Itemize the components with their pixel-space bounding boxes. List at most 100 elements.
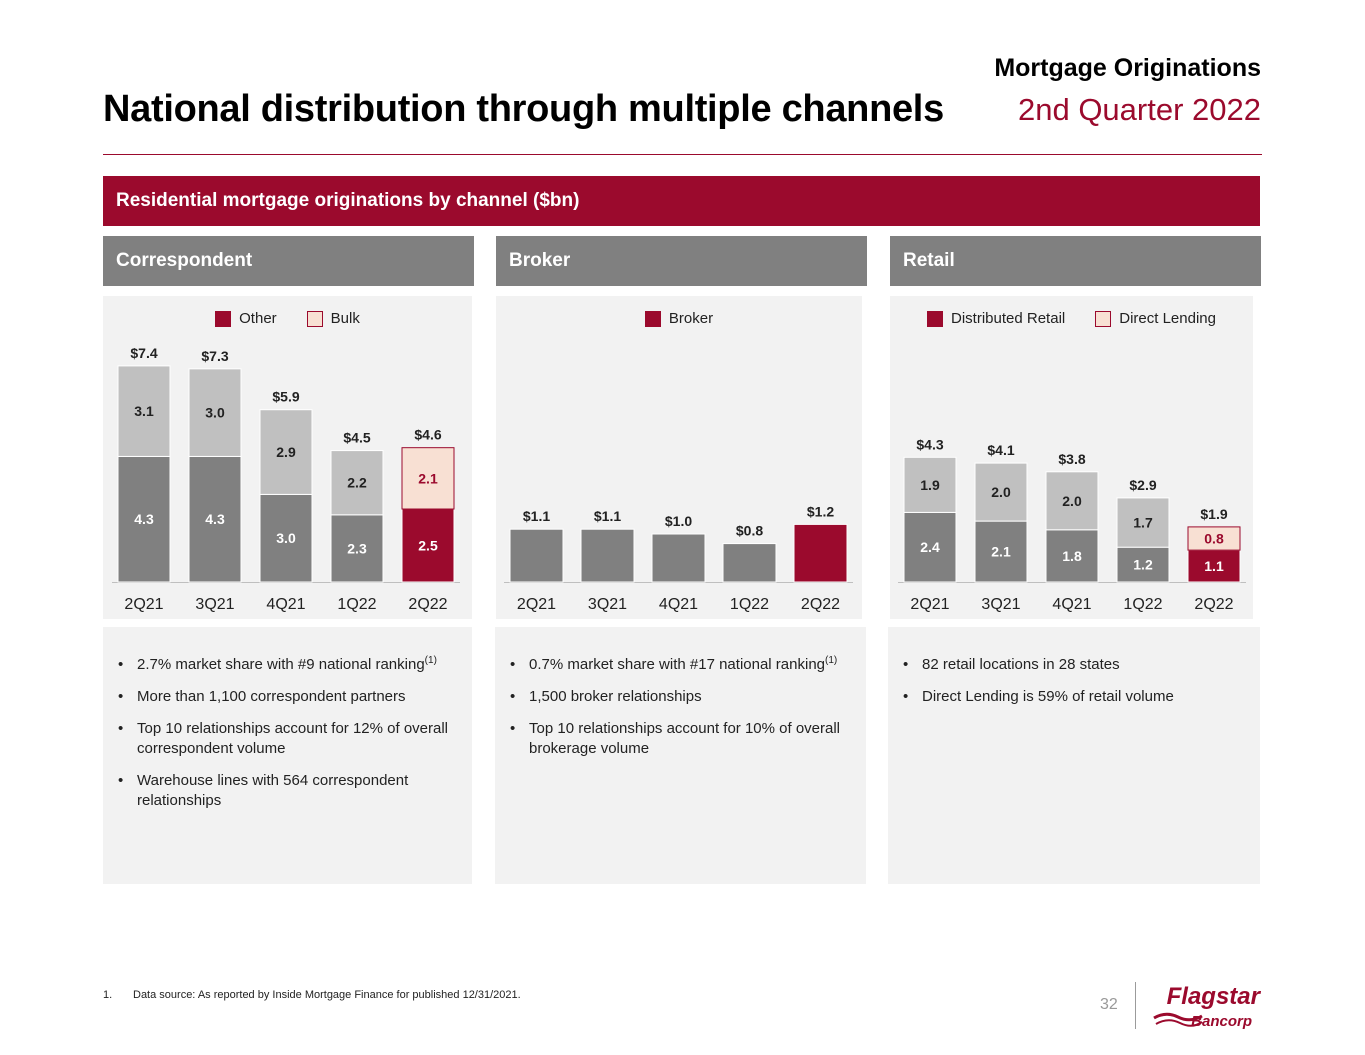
bar-segment — [1187, 549, 1241, 583]
data-label: 3.0 — [276, 530, 296, 546]
footnote: 1. Data source: As reported by Inside Mor… — [103, 989, 521, 1001]
broker-notes: 0.7% market share with #17 national rank… — [495, 627, 866, 884]
bar-segment — [974, 462, 1028, 522]
total-label: $0.8 — [736, 523, 763, 539]
retail-bar-chart: 2.4 1.9 $4.3 2Q21 2.1 2.0 $4.1 3Q21 1.8 2.0 $3.8 4Q… — [898, 436, 1246, 613]
legend-label: Distributed Retail — [951, 310, 1066, 327]
data-label: 2.0 — [1062, 493, 1082, 509]
total-label: $1.1 — [594, 508, 621, 524]
data-label: 3.0 — [205, 405, 225, 421]
total-label: $5.9 — [272, 389, 299, 405]
chart-legend: Distributed Retail Direct Lending — [890, 310, 1253, 327]
page-number: 32 — [1100, 996, 1118, 1013]
total-label: $7.3 — [201, 348, 228, 364]
bullet-item: 1,500 broker relationships — [510, 687, 856, 707]
total-label: $4.3 — [916, 436, 943, 452]
data-label: 1.1 — [1204, 558, 1224, 574]
retail-notes: 82 retail locations in 28 states Direct L… — [888, 627, 1260, 884]
bullet-item: 0.7% market share with #17 national rank… — [510, 655, 856, 675]
total-label: $1.2 — [807, 503, 834, 519]
broker-chart-panel: Broker $1.1 2Q21 $1.1 3Q21 $1.0 4Q21 $0.8 1Q22 $… — [496, 296, 862, 619]
data-label: 0.8 — [1204, 531, 1224, 547]
data-label: 2.0 — [991, 484, 1011, 500]
data-label: 1.8 — [1062, 548, 1082, 564]
chart-legend: Broker — [496, 310, 862, 327]
bar-segment — [188, 368, 242, 457]
total-label: $1.0 — [665, 513, 692, 529]
legend-label: Broker — [668, 310, 714, 327]
data-label: 2.1 — [991, 544, 1011, 560]
total-label: $1.1 — [523, 508, 550, 524]
bar-segment — [401, 447, 455, 510]
logo-divider — [1135, 982, 1136, 1029]
bullet-item: Top 10 relationships account for 10% of … — [510, 719, 856, 759]
bullet-item: More than 1,100 correspondent partners — [118, 687, 462, 707]
legend-item: Bulk — [306, 310, 360, 327]
x-tick-label: 3Q21 — [195, 596, 234, 613]
data-label: 4.3 — [205, 511, 225, 527]
data-label: 1.2 — [1133, 557, 1153, 573]
x-tick-label: 1Q22 — [730, 596, 769, 613]
bullet-item: 2.7% market share with #9 national ranki… — [118, 655, 462, 675]
bar-segment — [330, 450, 384, 516]
logo-brand-text: Flagstar — [1167, 984, 1262, 1010]
bar-segment — [259, 493, 313, 583]
bullet-list: 82 retail locations in 28 states Direct L… — [888, 627, 1260, 707]
x-tick-label: 2Q21 — [517, 596, 556, 613]
bar-segment — [580, 528, 635, 583]
data-label: 2.2 — [347, 475, 367, 491]
x-tick-label: 4Q21 — [659, 596, 698, 613]
data-label: 2.9 — [276, 444, 296, 460]
bullet-item: 82 retail locations in 28 states — [903, 655, 1250, 675]
x-tick-label: 1Q22 — [337, 596, 376, 613]
legend-swatch-broker — [644, 310, 661, 327]
flagstar-logo: Flagstar Bancorp — [1153, 984, 1262, 1030]
chart-legend: Other Bulk — [103, 310, 472, 327]
data-label: 4.3 — [134, 511, 154, 527]
legend-label: Other — [239, 310, 277, 327]
x-tick-label: 2Q22 — [801, 596, 840, 613]
logo-wave-icon — [1155, 1019, 1203, 1027]
x-tick-label: 2Q22 — [408, 596, 447, 613]
bullet-item: Top 10 relationships account for 12% of … — [118, 719, 462, 759]
retail-chart-panel: Distributed Retail Direct Lending 2.4 1.9… — [890, 296, 1253, 619]
correspondent-chart-panel: Other Bulk 4.3 3.1 $7.4 2Q21 4.3 3.0 $7.3 3Q21 3… — [103, 296, 472, 619]
total-label: $1.9 — [1200, 506, 1227, 522]
correspondent-bar-chart: 4.3 3.1 $7.4 2Q21 4.3 3.0 $7.3 3Q21 3.0 2.9 $5.9 4Q… — [112, 345, 460, 613]
data-label: 1.7 — [1133, 515, 1153, 531]
logo-wave-icon — [1153, 1012, 1203, 1022]
broker-bar-chart: $1.1 2Q21 $1.1 3Q21 $1.0 4Q21 $0.8 1Q22 $1.2 2Q22 — [504, 503, 853, 613]
bar-segment — [1116, 497, 1170, 548]
x-tick-label: 3Q21 — [981, 596, 1020, 613]
legend-item: Distributed Retail — [927, 310, 1065, 327]
legend-item: Direct Lending — [1095, 310, 1216, 327]
footnote-text: Data source: As reported by Inside Mortg… — [133, 989, 521, 1001]
x-tick-label: 2Q22 — [1194, 596, 1233, 613]
legend-swatch-other — [215, 310, 232, 327]
total-label: $3.8 — [1058, 451, 1085, 467]
bar-segment — [259, 409, 313, 495]
section-period: 2nd Quarter 2022 — [1017, 92, 1261, 127]
bar-segment — [117, 455, 171, 583]
page-title: National distribution through multiple c… — [103, 88, 944, 130]
bar-segment — [722, 543, 777, 583]
total-label: $4.6 — [414, 427, 441, 443]
x-tick-label: 2Q21 — [910, 596, 949, 613]
bar-segment — [1045, 471, 1099, 531]
section-title: Mortgage Originations — [994, 54, 1261, 82]
total-label: $4.5 — [343, 430, 370, 446]
bullet-list: 0.7% market share with #17 national rank… — [495, 627, 866, 759]
bar-segment — [401, 508, 455, 583]
channel-header-retail: Retail — [890, 236, 1261, 286]
footnote-number: 1. — [103, 989, 113, 1001]
bullet-list: 2.7% market share with #9 national ranki… — [103, 627, 472, 811]
bar-segment — [903, 456, 957, 513]
data-label: 2.3 — [347, 540, 367, 556]
chart-banner: Residential mortgage originations by cha… — [103, 176, 1260, 226]
data-label: 3.1 — [134, 403, 154, 419]
legend-swatch-direct-lending — [1095, 310, 1112, 327]
logo-sub-text: Bancorp — [1191, 1013, 1252, 1030]
correspondent-notes: 2.7% market share with #9 national ranki… — [103, 627, 472, 884]
bar-segment — [117, 365, 171, 457]
bar-segment — [974, 520, 1028, 583]
